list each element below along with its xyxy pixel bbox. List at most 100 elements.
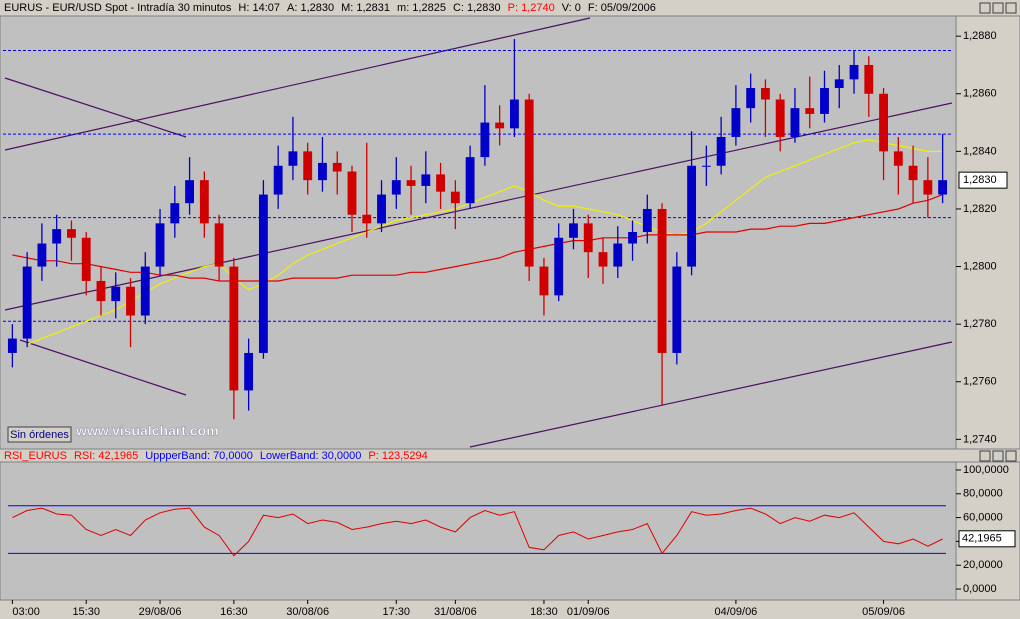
y-tick-label: 1,2820 (963, 203, 997, 215)
candle-body (347, 171, 357, 215)
candle-body (495, 122, 505, 129)
candle-body (199, 180, 209, 224)
candle-body (628, 232, 637, 244)
candle-body (362, 214, 372, 224)
candle-body (258, 194, 268, 353)
candle-body (672, 266, 682, 353)
watermark: www.visualchart.com (75, 423, 219, 439)
candle-body (569, 223, 578, 238)
close-button[interactable] (1005, 2, 1017, 14)
x-tick-label: 05/09/06 (862, 606, 905, 618)
orders-button[interactable] (7, 426, 72, 443)
y-tick-label: 1,2760 (963, 376, 997, 388)
candle-body (67, 229, 76, 238)
trend-line (469, 341, 953, 448)
candle-body (377, 194, 386, 224)
header-field: RSI: 42,1965 (74, 450, 138, 462)
candle-body (805, 108, 815, 114)
candle-body (332, 162, 342, 172)
candle-body (820, 88, 829, 114)
candle-body (140, 266, 150, 316)
candle-body (509, 99, 519, 129)
candle-body (731, 108, 741, 137)
candle-body (214, 223, 224, 267)
candle-body (37, 243, 47, 267)
x-tick-label: 31/08/06 (434, 606, 477, 618)
candle-body (96, 280, 106, 302)
candle-body (938, 180, 948, 195)
last-price-label: 1,2830 (963, 174, 997, 186)
candle-body (849, 64, 859, 80)
candle-body (642, 208, 652, 232)
window-controls (979, 2, 1017, 462)
header-field: H: 14:07 (238, 2, 280, 14)
minimize-button[interactable] (979, 450, 991, 462)
candle-body (613, 243, 623, 267)
candle-body (52, 229, 62, 244)
header-field: RSI_EURUS (4, 450, 67, 462)
candle-body (421, 174, 431, 186)
x-tick-label: 03:00 (12, 606, 40, 618)
price-panel (0, 15, 957, 450)
y-tick-label: 1,2780 (963, 318, 997, 330)
candle-body (716, 136, 726, 166)
candle-body (7, 338, 17, 353)
maximize-button[interactable] (992, 2, 1004, 14)
candle-body (746, 88, 756, 109)
maximize-button[interactable] (992, 450, 1004, 462)
candle-body (81, 237, 91, 281)
candle-body (657, 208, 667, 353)
candle-body (406, 180, 416, 186)
y-tick-label: 1,2840 (963, 145, 997, 157)
candle-body (318, 162, 327, 181)
candle-body (908, 165, 918, 181)
header-field: m: 1,2825 (397, 2, 446, 14)
header-field: P: 1,2740 (508, 2, 555, 14)
candle-body (864, 64, 874, 94)
candle-body (687, 165, 697, 267)
moving-average (12, 194, 943, 282)
header-field: LowerBand: 30,0000 (260, 450, 362, 462)
x-tick-label: 17:30 (383, 606, 411, 618)
candle-body (111, 286, 121, 302)
y-tick-label: 100,0000 (963, 464, 1009, 476)
y-tick-label: 80,0000 (963, 488, 1003, 500)
close-button[interactable] (1005, 450, 1017, 462)
trend-lines (4, 17, 953, 448)
y-tick-label: 1,2880 (963, 30, 997, 42)
candle-body (701, 165, 711, 167)
candle-body (450, 191, 460, 204)
candle-body (22, 266, 32, 339)
orders-button-label: Sin órdenes (10, 429, 69, 441)
y-tick-label: 1,2740 (963, 433, 997, 445)
header-field: P: 123,5294 (368, 450, 427, 462)
minimize-button[interactable] (979, 2, 991, 14)
header-field: A: 1,2830 (287, 2, 334, 14)
y-tick-label: 20,0000 (963, 559, 1003, 571)
candle-body (554, 237, 564, 296)
candle-body (583, 223, 593, 253)
y-tick-label: 60,0000 (963, 512, 1003, 524)
x-tick-label: 29/08/06 (139, 606, 182, 618)
y-tick-label: 1,2800 (963, 260, 997, 272)
candle-body (834, 79, 844, 88)
candle-body (303, 151, 313, 181)
price-axis (955, 15, 1020, 450)
candle-body (480, 122, 490, 158)
candle-body (539, 266, 549, 296)
last-value-box (958, 530, 1016, 548)
trend-line (19, 339, 187, 396)
candle-body (923, 180, 933, 195)
candle-body (790, 108, 800, 137)
x-tick-label: 16:30 (220, 606, 248, 618)
candle-body (273, 165, 283, 195)
header-field: V: 0 (562, 2, 581, 14)
candle-body (185, 180, 194, 204)
header-field: UppperBand: 70,0000 (145, 450, 253, 462)
candle-body (391, 180, 401, 195)
candle-body (170, 203, 180, 224)
y-tick-label: 0,0000 (963, 583, 997, 595)
candle-body (465, 157, 475, 204)
candle-body (229, 266, 239, 391)
